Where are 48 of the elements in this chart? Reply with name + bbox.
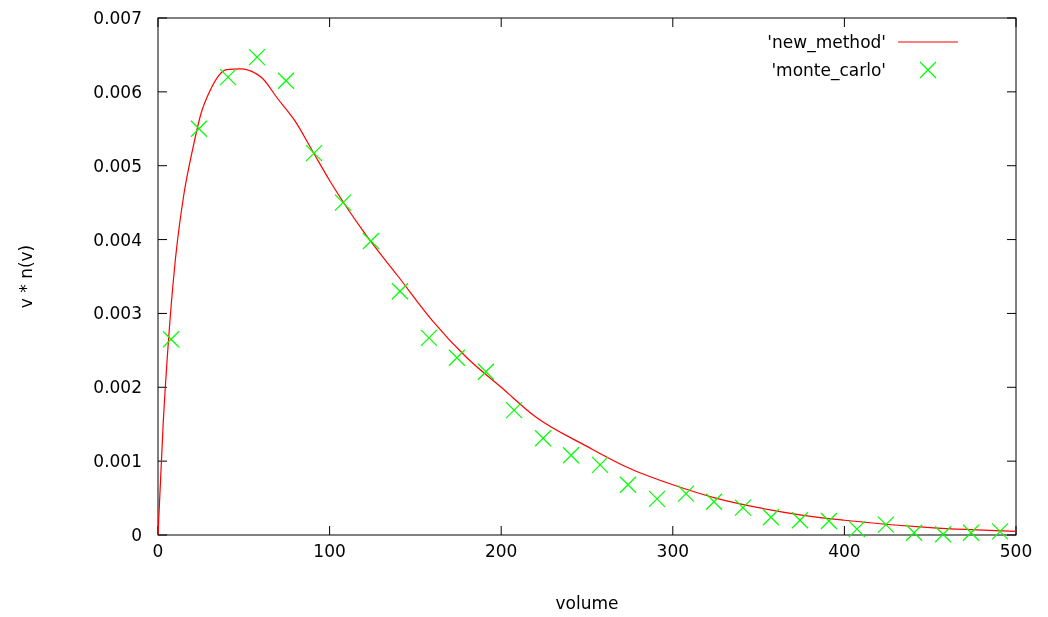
x-tick-label: 500 [999,541,1033,561]
point [648,490,666,508]
point [734,499,752,517]
point [534,429,552,447]
legend-label: 'monte_carlo' [771,59,886,81]
y-axis-title: v * n(v) [16,244,36,309]
y-tick-label: 0.006 [93,81,142,102]
point [391,282,409,300]
y-tick-label: 0.005 [93,155,142,176]
point [277,72,295,90]
point [448,349,466,367]
y-tick-label: 0.002 [93,377,142,398]
point [219,68,237,86]
point [591,456,609,474]
point [420,329,438,347]
point [248,48,266,66]
point [562,446,580,464]
point [705,493,723,511]
point [505,401,523,419]
x-tick-label: 0 [152,541,164,561]
point [677,485,695,503]
point [477,363,495,381]
point [190,120,208,138]
point [305,144,323,162]
point [848,520,866,538]
point [962,524,980,542]
point [619,476,637,494]
point [877,516,895,534]
point [162,330,180,348]
y-tick-label: 0.001 [93,451,142,472]
legend-label: 'new_method' [767,31,886,53]
point [905,524,923,542]
point [334,194,352,212]
y-tick-label: 0.007 [93,7,142,28]
y-tick-label: 0.003 [93,303,142,324]
x-tick-label: 400 [828,541,861,561]
point [934,525,952,543]
x-tick-label: 300 [656,541,690,561]
x-tick-label: 100 [313,541,346,561]
y-tick-label: 0.004 [93,229,142,250]
point [791,511,809,529]
x-tick-label: 200 [484,541,518,561]
point [362,232,380,250]
x-axis-title: volume [555,593,619,613]
point [820,512,838,530]
point [762,508,780,526]
y-tick-label: 0 [131,524,142,545]
point [991,522,1009,540]
